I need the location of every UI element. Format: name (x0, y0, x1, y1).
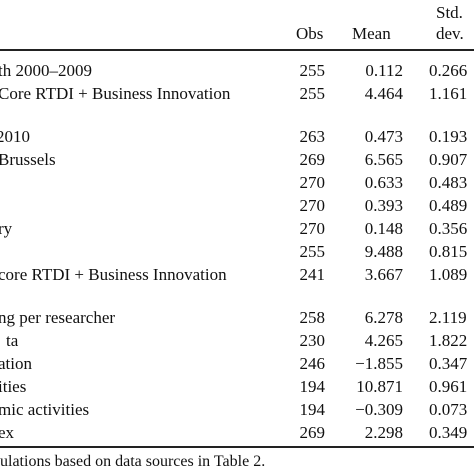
row-sd: 0.356 (429, 219, 468, 238)
row-mean: −1.855 (355, 354, 403, 373)
row-sd: 0.907 (429, 150, 468, 169)
row-mean: 0.393 (364, 196, 403, 215)
row-mean: 0.112 (365, 61, 403, 80)
table-footnote: ulations based on data sources in Table … (0, 453, 266, 470)
row-sd: 0.483 (429, 173, 468, 192)
row-obs: 241 (299, 265, 326, 284)
table-row: ta 230 4.265 1.822 (0, 330, 474, 352)
row-label: ities (0, 377, 27, 396)
row-mean: 6.278 (364, 308, 403, 327)
row-sd: 0.266 (429, 61, 468, 80)
row-sd: 0.349 (429, 423, 468, 442)
row-mean: 9.488 (364, 242, 403, 261)
row-mean: 4.265 (364, 331, 403, 350)
table-row: 255 9.488 0.815 (0, 241, 474, 263)
row-sd: 0.347 (429, 354, 468, 373)
header-std-line1: Std. (436, 3, 463, 22)
header-mean: Mean (352, 24, 391, 43)
table-row: ation 246 −1.855 0.347 (0, 353, 474, 375)
row-obs: 230 (299, 331, 326, 350)
table-row: ng per researcher 258 6.278 2.119 (0, 307, 474, 329)
header-obs: Obs (296, 24, 324, 43)
row-obs: 269 (299, 423, 326, 442)
row-obs: 269 (299, 150, 326, 169)
row-sd: 0.193 (429, 127, 468, 146)
row-mean: 2.298 (364, 423, 403, 442)
row-mean: 0.148 (364, 219, 403, 238)
row-obs: 258 (299, 308, 326, 327)
row-label: core RTDI + Business Innovation (0, 265, 227, 284)
row-sd: 2.119 (429, 308, 467, 327)
row-mean: 3.667 (364, 265, 403, 284)
table-row: ry 270 0.148 0.356 (0, 218, 474, 240)
row-mean: 0.633 (364, 173, 403, 192)
table-row: 270 0.633 0.483 (0, 172, 474, 194)
row-label: mic activities (0, 400, 90, 419)
row-sd: 1.822 (429, 331, 468, 350)
row-label: 2010 (0, 127, 30, 146)
row-mean: 6.565 (364, 150, 403, 169)
row-obs: 255 (299, 61, 326, 80)
row-label: ex (0, 423, 15, 442)
row-obs: 263 (299, 127, 326, 146)
row-sd: 0.815 (429, 242, 468, 261)
table-row: Core RTDI + Business Innovation 255 4.46… (0, 83, 474, 105)
row-label: Core RTDI + Business Innovation (0, 84, 231, 103)
row-obs: 270 (299, 219, 326, 238)
row-obs: 194 (299, 377, 326, 396)
row-sd: 0.961 (429, 377, 468, 396)
table-row: Brussels 269 6.565 0.907 (0, 149, 474, 171)
table-row: mic activities 194 −0.309 0.073 (0, 399, 474, 421)
row-obs: 246 (299, 354, 326, 373)
row-obs: 194 (299, 400, 326, 419)
table-row: 270 0.393 0.489 (0, 195, 474, 217)
row-mean: 0.473 (364, 127, 403, 146)
row-sd: 0.489 (429, 196, 468, 215)
row-mean: 10.871 (356, 377, 403, 396)
row-obs: 255 (299, 242, 326, 261)
row-label: th 2000–2009 (0, 61, 92, 80)
header-rule (0, 49, 474, 51)
row-obs: 270 (299, 196, 326, 215)
row-sd: 1.089 (429, 265, 468, 284)
row-sd: 1.161 (429, 84, 468, 103)
table-row: 2010 263 0.473 0.193 (0, 126, 474, 148)
row-label: ation (0, 354, 32, 373)
table-row: core RTDI + Business Innovation 241 3.66… (0, 264, 474, 286)
row-obs: 270 (299, 173, 326, 192)
row-label: Brussels (0, 150, 56, 169)
table-row: ex 269 2.298 0.349 (0, 422, 474, 444)
row-label: ta (6, 331, 19, 350)
row-obs: 255 (299, 84, 326, 103)
row-mean: 4.464 (364, 84, 403, 103)
bottom-rule (0, 446, 474, 448)
header-std-line2: dev. (436, 24, 464, 43)
row-mean: −0.309 (355, 400, 403, 419)
row-sd: 0.073 (429, 400, 468, 419)
row-label: ry (0, 219, 13, 238)
table-row: ities 194 10.871 0.961 (0, 376, 474, 398)
table-row: th 2000–2009 255 0.112 0.266 (0, 60, 474, 82)
row-label: ng per researcher (0, 308, 116, 327)
